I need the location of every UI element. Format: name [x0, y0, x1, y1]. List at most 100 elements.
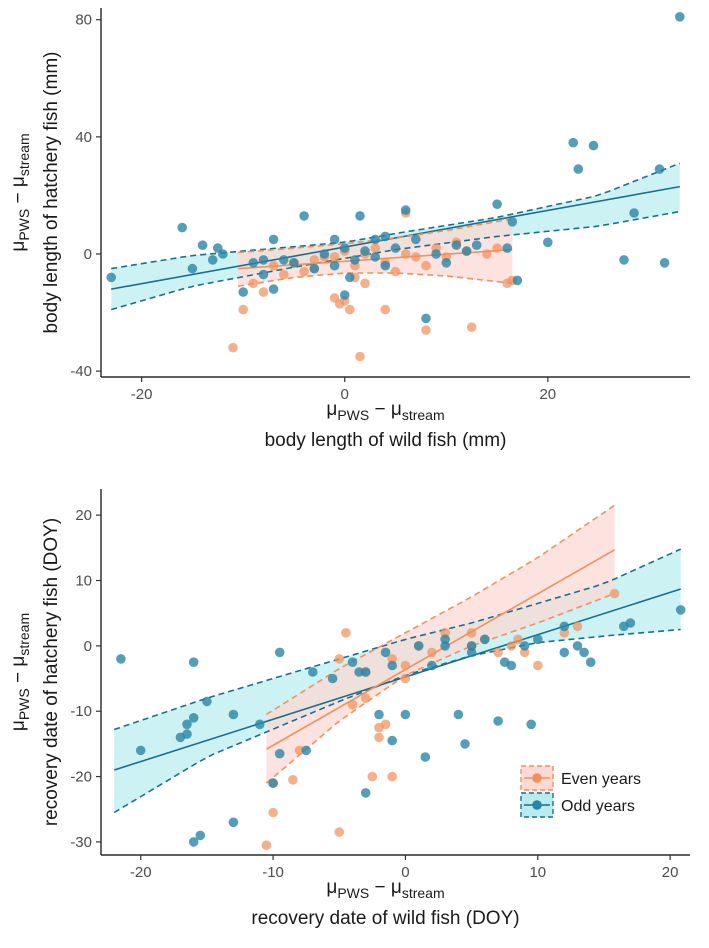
y-tick-label: 20: [75, 507, 92, 524]
point-even: [400, 249, 411, 259]
point-odd: [309, 263, 320, 274]
point-odd: [380, 647, 391, 658]
point-odd: [370, 234, 381, 245]
point-even: [345, 304, 355, 315]
point-odd: [116, 654, 126, 664]
point-even: [421, 260, 431, 271]
x-tick-label: 0: [401, 864, 409, 881]
point-odd: [299, 211, 309, 221]
scatter-points: [116, 588, 686, 850]
band-even: [266, 505, 615, 784]
x-tick-labels: -20 -10 0 10 20: [130, 855, 678, 881]
x-axis-title: recovery date of wild fish (DOY): [251, 908, 519, 929]
y-tick-label: 80: [75, 12, 92, 29]
point-odd: [431, 249, 441, 259]
point-odd: [654, 164, 665, 174]
point-odd: [380, 260, 391, 271]
point-odd: [339, 290, 350, 300]
point-odd: [228, 817, 239, 828]
point-even: [380, 304, 391, 315]
scatter-points: [106, 11, 685, 362]
point-odd: [543, 237, 553, 248]
point-odd: [289, 258, 299, 268]
legend-label-even: Even years: [561, 771, 641, 788]
point-even: [288, 775, 298, 785]
point-even: [347, 699, 358, 710]
x-tick-label: -20: [131, 386, 153, 403]
point-odd: [421, 313, 431, 324]
y-tick-labels: -40 0 40 80: [70, 12, 101, 380]
point-odd: [512, 275, 523, 286]
point-even: [506, 641, 517, 651]
point-odd: [507, 217, 518, 227]
point-even: [299, 266, 309, 277]
point-odd: [274, 647, 285, 658]
point-odd: [347, 657, 358, 667]
point-odd: [187, 263, 198, 274]
point-even: [334, 827, 345, 837]
point-odd: [370, 252, 381, 262]
x-axis-math-label: μPWS − μstream: [326, 877, 444, 901]
point-odd: [268, 234, 279, 245]
point-odd: [319, 249, 330, 259]
legend-item-even: Even years: [520, 765, 641, 791]
point-odd: [675, 605, 686, 615]
point-odd: [629, 208, 639, 218]
point-even: [374, 722, 384, 733]
point-odd: [471, 240, 482, 250]
point-odd: [327, 673, 338, 684]
point-odd: [588, 140, 599, 151]
point-even: [609, 588, 620, 599]
x-tick-labels: -20 0 20: [131, 377, 556, 403]
point-odd: [411, 234, 421, 245]
point-odd: [420, 752, 431, 762]
point-odd: [466, 641, 477, 651]
point-odd: [354, 667, 364, 677]
point-even: [279, 269, 289, 280]
point-odd: [339, 243, 350, 253]
y-axis-title: body length of hatchery fish (mm): [41, 52, 62, 334]
point-odd: [451, 240, 462, 250]
point-odd: [360, 246, 370, 256]
point-even: [309, 255, 320, 265]
point-odd: [380, 231, 391, 242]
point-odd: [274, 748, 285, 759]
point-odd: [374, 709, 384, 720]
x-axis-math-label: μPWS − μstream: [326, 399, 444, 423]
legend-dot-odd: [532, 800, 542, 810]
point-odd: [177, 222, 187, 233]
confidence-bands: [111, 163, 680, 310]
point-odd: [207, 255, 218, 265]
point-even: [374, 732, 384, 743]
point-even: [492, 243, 502, 253]
point-even: [400, 673, 411, 684]
axes: [100, 489, 690, 856]
point-odd: [387, 660, 398, 671]
point-odd: [579, 647, 589, 658]
fit-line-even: [266, 549, 615, 750]
point-odd: [533, 634, 543, 645]
panel-body-length: -20 0 20 -40 0 40 80 μPWS − μstream body leng…: [8, 8, 690, 451]
point-odd: [572, 641, 583, 651]
point-even: [421, 325, 431, 335]
point-odd: [559, 621, 570, 632]
x-axis-title: body length of wild fish (mm): [265, 430, 507, 451]
point-odd: [350, 255, 360, 265]
point-odd: [182, 719, 192, 730]
x-tick-label: -10: [262, 864, 284, 881]
point-odd: [329, 260, 340, 271]
legend: Even years Odd years: [520, 765, 641, 818]
point-odd: [559, 647, 570, 658]
point-odd: [238, 287, 248, 297]
point-odd: [625, 618, 636, 628]
point-even: [367, 771, 378, 782]
y-tick-label: 40: [75, 129, 92, 146]
point-even: [258, 287, 269, 297]
point-odd: [197, 240, 208, 250]
band-upper-even: [265, 504, 616, 716]
point-odd: [440, 634, 450, 645]
point-odd: [228, 709, 239, 720]
y-tick-label: -30: [70, 834, 92, 851]
point-even: [294, 745, 305, 756]
